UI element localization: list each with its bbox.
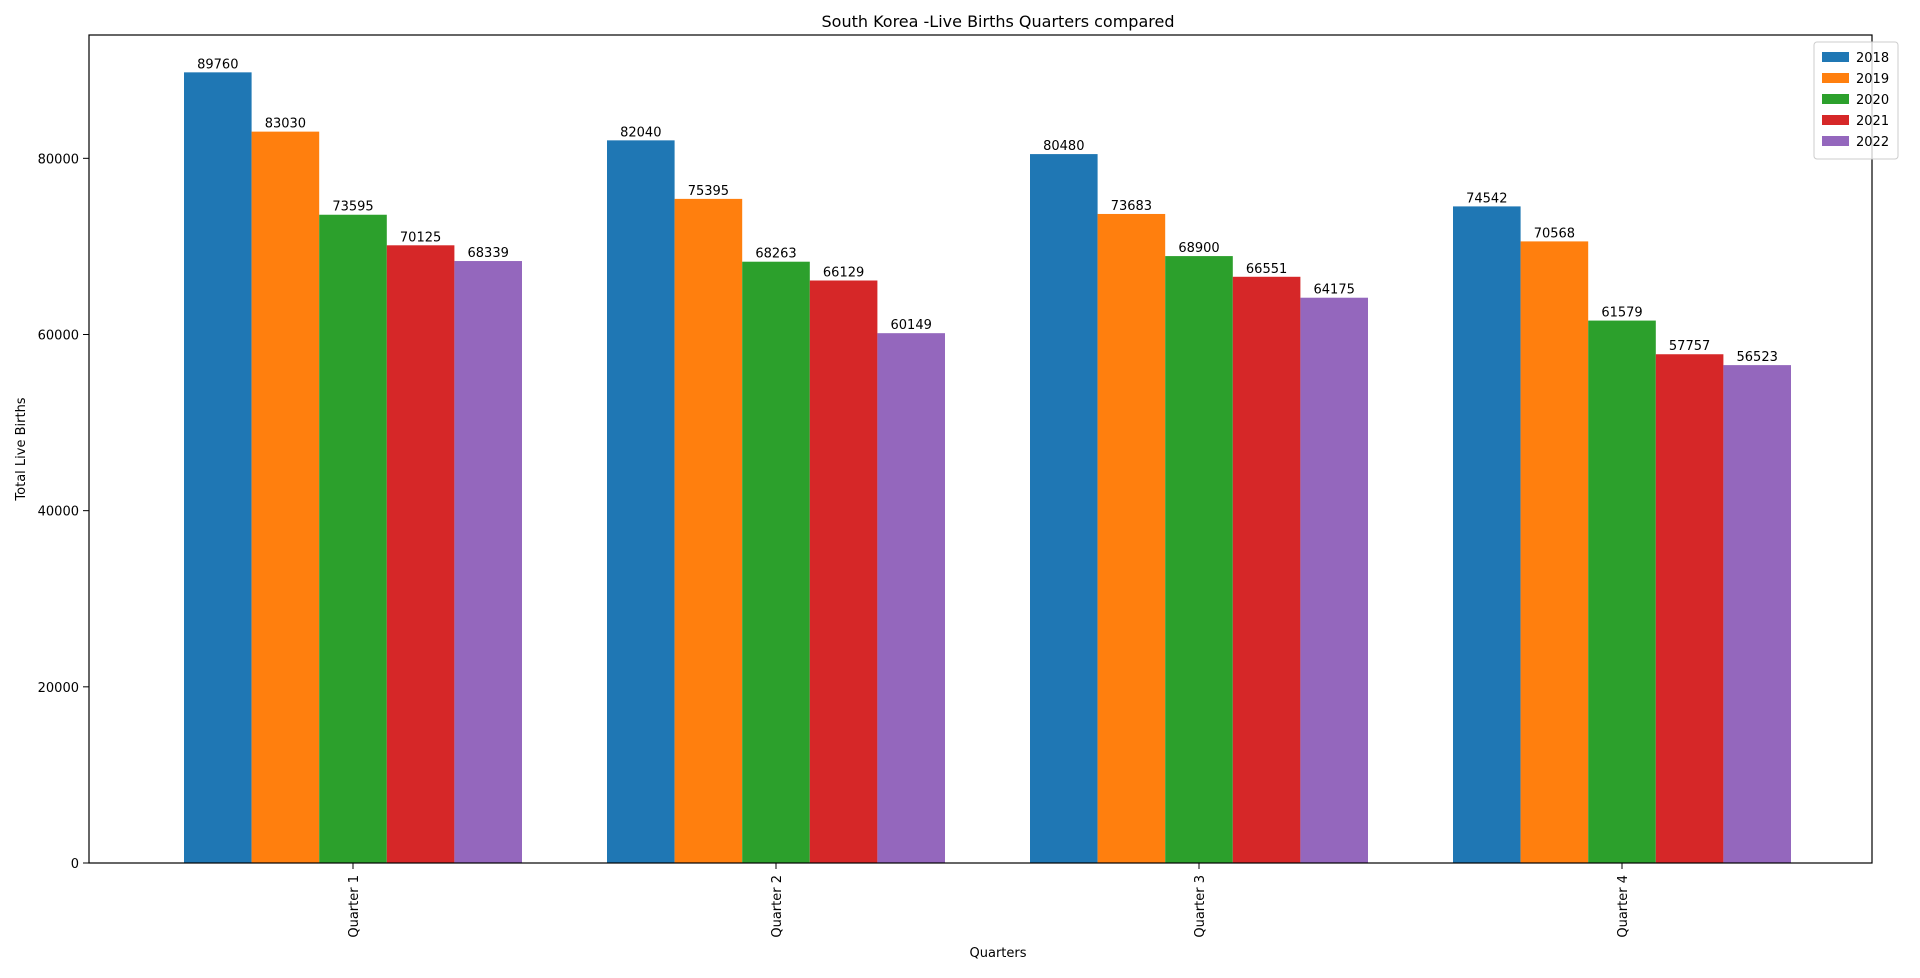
bar-value-label: 73683	[1111, 199, 1152, 214]
x-tick-label: Quarter 4	[1616, 875, 1631, 938]
legend-label: 2019	[1856, 72, 1889, 87]
legend-swatch-2022	[1822, 136, 1849, 146]
x-tick-label: Quarter 1	[347, 875, 362, 938]
legend: 2018 2019 2020 2021 2022	[1813, 41, 1899, 160]
bar-2021-1	[386, 245, 455, 863]
bar-value-label: 83030	[265, 117, 306, 132]
bar-value-label: 70568	[1534, 226, 1575, 241]
bar-value-label: 75395	[688, 184, 729, 199]
bar-value-label: 68339	[468, 246, 509, 261]
y-tick-label: 40000	[38, 505, 79, 520]
bar-2021-3	[1232, 276, 1301, 864]
y-axis-label: Total Live Births	[14, 397, 29, 501]
bar-value-label: 57757	[1669, 339, 1710, 354]
chart-title: South Korea -Live Births Quarters compar…	[822, 12, 1175, 31]
bar-2022-2	[877, 333, 945, 863]
bar-value-label: 64175	[1314, 283, 1355, 298]
x-tick-label: Quarter 2	[770, 875, 785, 938]
plot-frame	[88, 34, 1873, 864]
bar-2020-4	[1588, 320, 1656, 864]
bar-value-label: 73595	[332, 200, 373, 215]
bars-layer: 89760 83030 73595 70125 68339 82040 75395 68263…	[184, 57, 1791, 864]
bar-value-label: 68900	[1178, 241, 1219, 256]
bar-value-label: 61579	[1601, 306, 1642, 321]
legend-box	[1813, 41, 1899, 160]
legend-swatch-2019	[1822, 73, 1849, 83]
y-tick-label: 20000	[38, 681, 79, 696]
bar-value-label: 66129	[823, 266, 864, 281]
x-tick-label: Quarter 3	[1193, 875, 1208, 938]
bar-2019-1	[251, 131, 320, 863]
legend-label: 2018	[1856, 51, 1889, 66]
bar-2022-1	[454, 261, 522, 864]
bar-2018-1	[184, 72, 252, 863]
bar-2021-4	[1655, 354, 1724, 863]
bar-2022-3	[1300, 297, 1368, 863]
bar-2018-4	[1453, 206, 1521, 863]
y-tick-label: 60000	[38, 328, 79, 343]
y-tick-label: 0	[71, 857, 79, 872]
legend-label: 2021	[1856, 114, 1889, 129]
bar-2019-3	[1097, 213, 1166, 863]
bar-2022-4	[1723, 365, 1791, 863]
bar-value-label: 56523	[1737, 350, 1778, 365]
bar-value-label: 80480	[1043, 139, 1084, 154]
bar-value-label: 74542	[1466, 191, 1507, 206]
bar-value-label: 66551	[1246, 262, 1287, 277]
legend-swatch-2021	[1822, 115, 1849, 125]
bar-value-label: 89760	[197, 57, 238, 72]
legend-label: 2020	[1856, 93, 1889, 108]
bar-2020-3	[1165, 256, 1233, 863]
bar-2018-3	[1030, 154, 1098, 863]
y-tick-label: 80000	[38, 152, 79, 167]
legend-swatch-2018	[1822, 52, 1849, 62]
bar-2018-2	[607, 140, 675, 863]
bar-value-label: 82040	[620, 125, 661, 140]
bar-2021-2	[809, 280, 878, 863]
bar-2019-4	[1520, 241, 1589, 864]
y-axis: 0 20000 40000 60000 80000	[38, 152, 89, 872]
bar-value-label: 60149	[891, 318, 932, 333]
legend-swatch-2020	[1822, 94, 1849, 104]
bar-2020-1	[319, 214, 387, 863]
bar-2020-2	[742, 261, 810, 863]
x-axis-label: Quarters	[970, 946, 1027, 961]
x-axis: Quarter 1 Quarter 2 Quarter 3 Quarter 4	[347, 863, 1631, 938]
bar-value-label: 70125	[400, 230, 441, 245]
legend-label: 2022	[1856, 135, 1889, 150]
bar-value-label: 68263	[755, 247, 796, 262]
bar-2019-2	[674, 198, 743, 864]
